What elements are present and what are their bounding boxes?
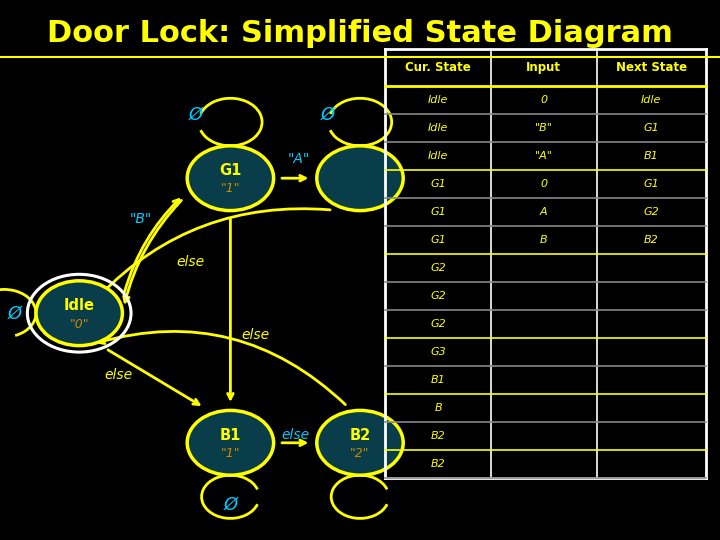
Text: B1: B1	[220, 428, 241, 443]
Text: B2: B2	[431, 459, 446, 469]
Text: "B": "B"	[535, 123, 553, 133]
Text: B: B	[540, 235, 548, 245]
Circle shape	[36, 281, 122, 346]
Text: G2: G2	[643, 207, 659, 217]
Text: "2": "2"	[350, 447, 370, 460]
Text: B1: B1	[644, 151, 659, 161]
Circle shape	[317, 146, 403, 211]
Text: G1: G1	[430, 207, 446, 217]
Text: Cur. State: Cur. State	[405, 61, 471, 74]
Text: Idle: Idle	[428, 151, 449, 161]
Text: G1: G1	[219, 163, 242, 178]
Text: "0": "0"	[69, 318, 89, 330]
Text: else: else	[241, 328, 270, 342]
Text: Idle: Idle	[63, 298, 95, 313]
Circle shape	[317, 410, 403, 475]
Circle shape	[187, 410, 274, 475]
Text: Ø: Ø	[189, 105, 203, 124]
Text: G1: G1	[430, 235, 446, 245]
Circle shape	[187, 146, 274, 211]
Text: Ø: Ø	[7, 304, 22, 322]
Text: Next State: Next State	[616, 61, 687, 74]
Text: else: else	[176, 255, 205, 269]
Text: B2: B2	[349, 428, 371, 443]
Text: Ø: Ø	[223, 496, 238, 514]
Text: Ø: Ø	[320, 105, 335, 124]
Text: B: B	[434, 403, 442, 413]
Text: else: else	[281, 428, 310, 442]
Text: G2: G2	[430, 263, 446, 273]
Text: Idle: Idle	[428, 123, 449, 133]
Text: "A": "A"	[288, 152, 310, 166]
Text: G1: G1	[643, 179, 659, 189]
Text: else: else	[104, 368, 133, 382]
Text: Idle: Idle	[641, 96, 661, 105]
Text: G1: G1	[643, 123, 659, 133]
Text: G3: G3	[430, 347, 446, 357]
Text: A: A	[540, 207, 548, 217]
Text: B2: B2	[431, 431, 446, 441]
Text: "1": "1"	[220, 447, 240, 460]
Text: G2: G2	[430, 319, 446, 329]
Text: B1: B1	[431, 375, 446, 385]
Text: G2: G2	[430, 291, 446, 301]
Text: 0: 0	[540, 179, 547, 189]
Text: "1": "1"	[220, 183, 240, 195]
Text: G1: G1	[430, 179, 446, 189]
Text: 0: 0	[540, 96, 547, 105]
Text: Input: Input	[526, 61, 562, 74]
Text: "B": "B"	[130, 212, 151, 226]
Text: B2: B2	[644, 235, 659, 245]
Text: Door Lock: Simplified State Diagram: Door Lock: Simplified State Diagram	[47, 19, 673, 48]
Text: "A": "A"	[535, 151, 553, 161]
Text: Idle: Idle	[428, 96, 449, 105]
